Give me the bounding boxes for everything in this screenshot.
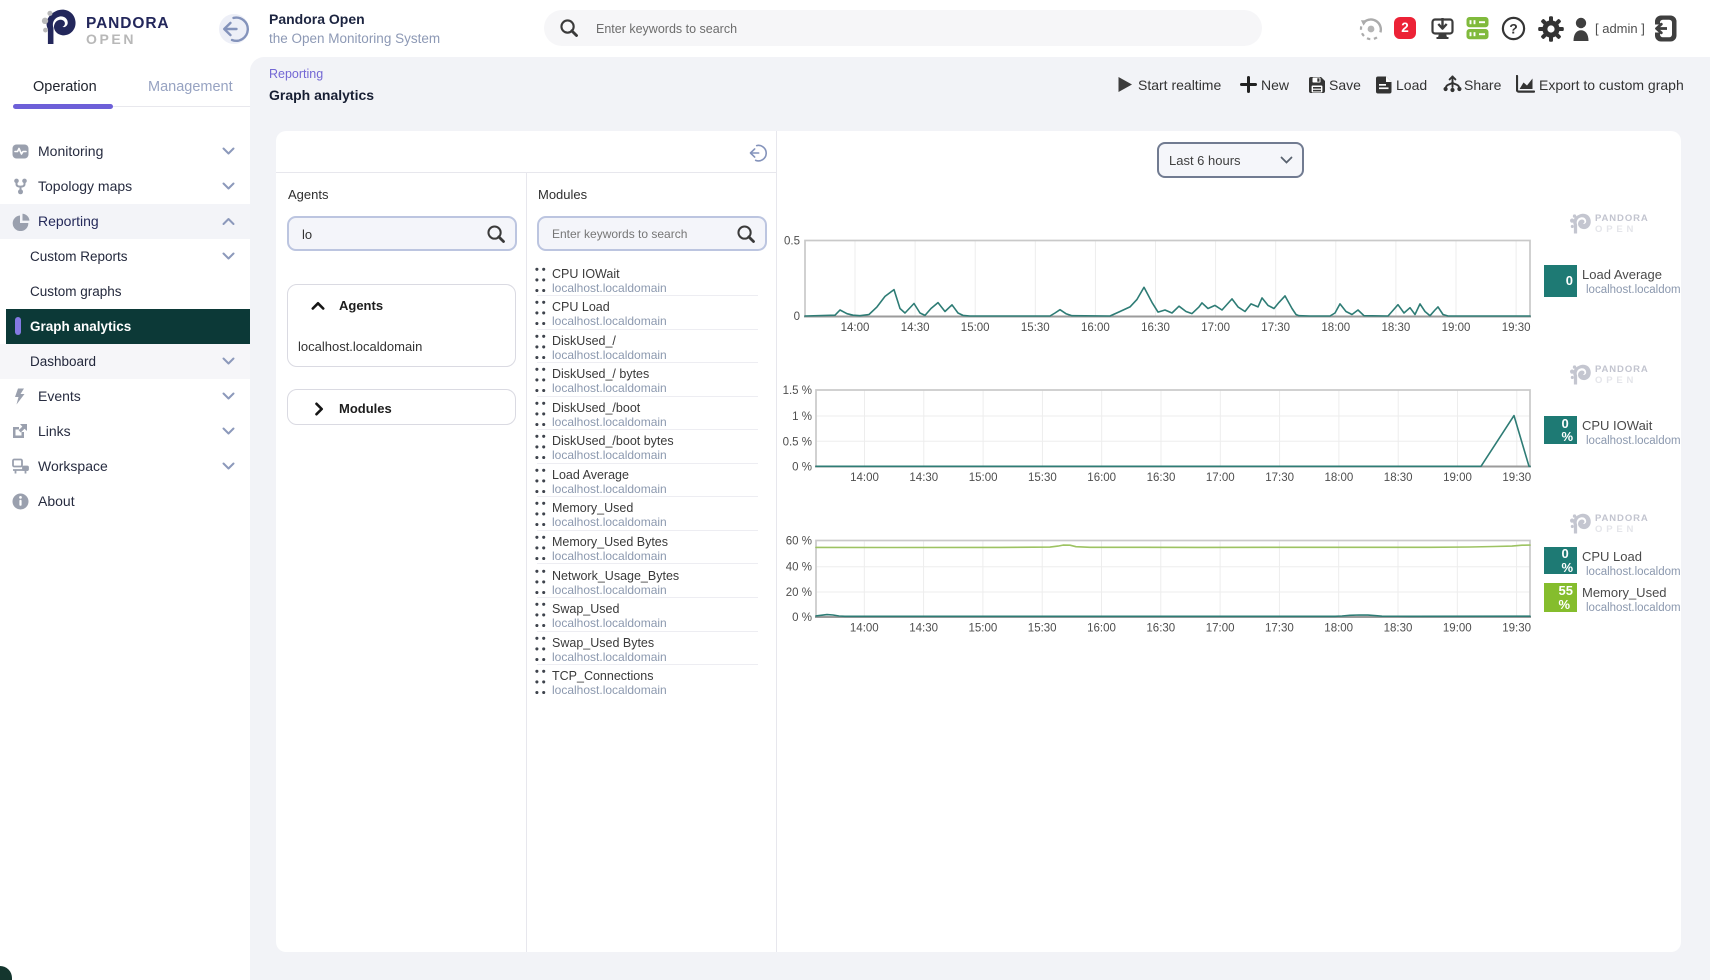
svg-text:17:00: 17:00 [1201,322,1230,334]
svg-text:15:30: 15:30 [1028,623,1057,635]
svg-text:60 %: 60 % [786,536,812,548]
svg-text:18:30: 18:30 [1382,322,1411,334]
svg-text:19:00: 19:00 [1442,322,1471,334]
svg-text:15:30: 15:30 [1028,472,1057,484]
svg-text:16:00: 16:00 [1087,472,1116,484]
svg-text:0 %: 0 % [792,462,812,474]
svg-text:15:00: 15:00 [969,623,998,635]
svg-text:15:00: 15:00 [961,322,990,334]
svg-text:15:30: 15:30 [1021,322,1050,334]
svg-text:19:00: 19:00 [1443,623,1472,635]
svg-text:14:30: 14:30 [909,472,938,484]
svg-text:1.5 %: 1.5 % [783,385,812,397]
svg-text:15:00: 15:00 [969,472,998,484]
svg-text:19:30: 19:30 [1502,322,1531,334]
svg-text:14:30: 14:30 [909,623,938,635]
svg-text:17:30: 17:30 [1265,472,1294,484]
svg-text:16:30: 16:30 [1147,472,1176,484]
svg-text:16:30: 16:30 [1141,322,1170,334]
svg-text:19:00: 19:00 [1443,472,1472,484]
svg-text:17:00: 17:00 [1206,472,1235,484]
svg-text:?: ? [1509,21,1518,37]
svg-text:16:00: 16:00 [1087,623,1116,635]
svg-text:40 %: 40 % [786,562,812,574]
svg-text:14:00: 14:00 [850,472,879,484]
svg-text:18:00: 18:00 [1324,623,1353,635]
svg-text:0: 0 [794,311,800,323]
svg-text:14:00: 14:00 [850,623,879,635]
svg-text:18:00: 18:00 [1321,322,1350,334]
svg-text:17:30: 17:30 [1265,623,1294,635]
svg-text:19:30: 19:30 [1502,623,1531,635]
svg-text:18:30: 18:30 [1384,472,1413,484]
svg-text:14:00: 14:00 [841,322,870,334]
svg-text:0.5: 0.5 [784,236,800,248]
svg-text:0 %: 0 % [792,612,812,624]
svg-text:16:00: 16:00 [1081,322,1110,334]
svg-text:17:30: 17:30 [1261,322,1290,334]
svg-text:14:30: 14:30 [901,322,930,334]
svg-text:17:00: 17:00 [1206,623,1235,635]
svg-text:20 %: 20 % [786,587,812,599]
svg-text:18:00: 18:00 [1325,472,1354,484]
svg-text:18:30: 18:30 [1384,623,1413,635]
svg-text:1 %: 1 % [792,411,812,423]
svg-text:0.5 %: 0.5 % [783,437,812,449]
svg-text:16:30: 16:30 [1146,623,1175,635]
svg-text:19:30: 19:30 [1502,472,1531,484]
